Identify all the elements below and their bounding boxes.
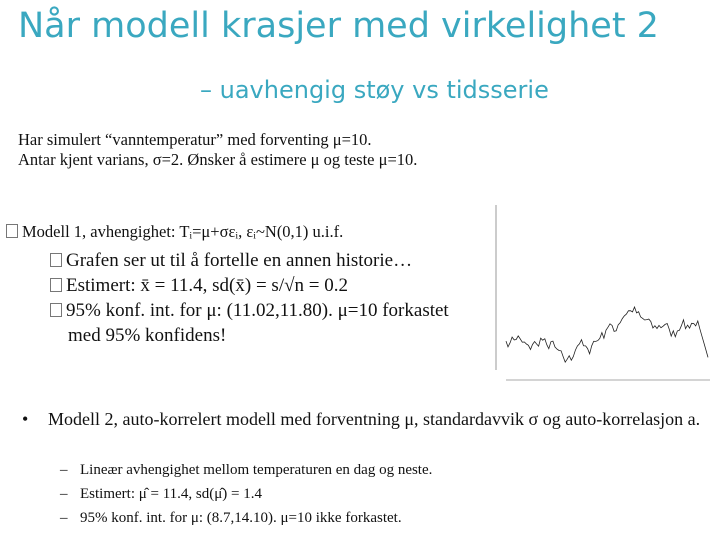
bullet: – [60, 510, 68, 526]
intro-line: Antar kjent varians, σ=2. Ønsker å estim… [18, 150, 418, 169]
model2-heading-text: Modell 2, auto-korrelert modell med forv… [48, 409, 701, 429]
title: Når modell krasjer med virkelighet 2 [18, 6, 659, 46]
bullet-text: 95% konf. int. for μ: (11.02,11.80). μ=1… [66, 300, 449, 346]
time-series-figure [478, 190, 716, 398]
model1-heading: Modell 1, avhengighet: Tᵢ=μ+σεᵢ, εᵢ~N(0,… [22, 222, 344, 241]
bullet-text: Lineær avhengighet mellom temperaturen e… [80, 462, 433, 478]
bullet [50, 278, 62, 292]
bullet [50, 253, 62, 267]
bullet [6, 224, 18, 238]
model1-heading-row: Modell 1, avhengighet: Tᵢ=μ+σεᵢ, εᵢ~N(0,… [6, 222, 476, 242]
bullet-text: 95% konf. int. for μ: (8.7,14.10). μ=10 … [80, 510, 402, 526]
intro: Har simulert “vanntemperatur” med forven… [18, 130, 468, 170]
bullet-item: – Lineær avhengighet mellom temperaturen … [60, 458, 700, 482]
bullet: – [60, 462, 68, 478]
bullet-text: Grafen ser ut til å fortelle en annen hi… [66, 250, 413, 271]
bullet: • [22, 409, 29, 429]
subtitle: – uavhengig støy vs tidsserie [200, 76, 549, 104]
intro-line: Har simulert “vanntemperatur” med forven… [18, 130, 372, 149]
bullet-text: Estimert: x̄ = 11.4, sd(x̄) = s/√n = 0.2 [66, 275, 348, 296]
bullet-item: –95% konf. int. for μ: (8.7,14.10). μ=10… [60, 506, 700, 530]
model1-bullets: Grafen ser ut til å fortelle en annen hi… [50, 248, 450, 348]
series-line [505, 305, 709, 363]
model2-bullets: – Lineær avhengighet mellom temperaturen … [60, 458, 700, 530]
figure-background [478, 190, 716, 398]
bullet: – [60, 486, 68, 502]
bullet-text: Estimert: μ̂ = 11.4, sd(μ̂) = 1.4 [80, 486, 263, 502]
bullet [50, 303, 62, 317]
bullet-item: Grafen ser ut til å fortelle en annen hi… [50, 248, 450, 273]
bullet-item: – Estimert: μ̂ = 11.4, sd(μ̂) = 1.4 [60, 482, 700, 506]
bullet-item: 95% konf. int. for μ: (11.02,11.80). μ=1… [50, 298, 450, 348]
bullet-item: Estimert: x̄ = 11.4, sd(x̄) = s/√n = 0.2 [50, 273, 450, 298]
model2-heading: • Modell 2, auto-korrelert modell med for… [22, 408, 720, 430]
